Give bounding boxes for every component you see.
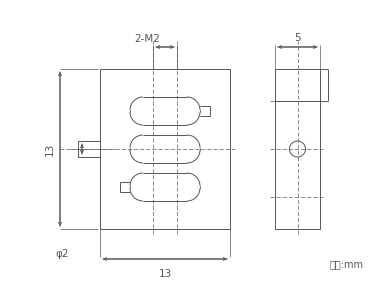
Text: 2-M2: 2-M2: [134, 34, 160, 44]
Text: 单位:mm: 单位:mm: [330, 259, 364, 269]
Text: 13: 13: [158, 269, 172, 279]
Text: φ2: φ2: [55, 249, 69, 259]
Text: 5: 5: [294, 33, 301, 43]
Text: 13: 13: [45, 142, 55, 155]
Bar: [275, 69, 320, 229]
Bar: [100, 69, 230, 229]
